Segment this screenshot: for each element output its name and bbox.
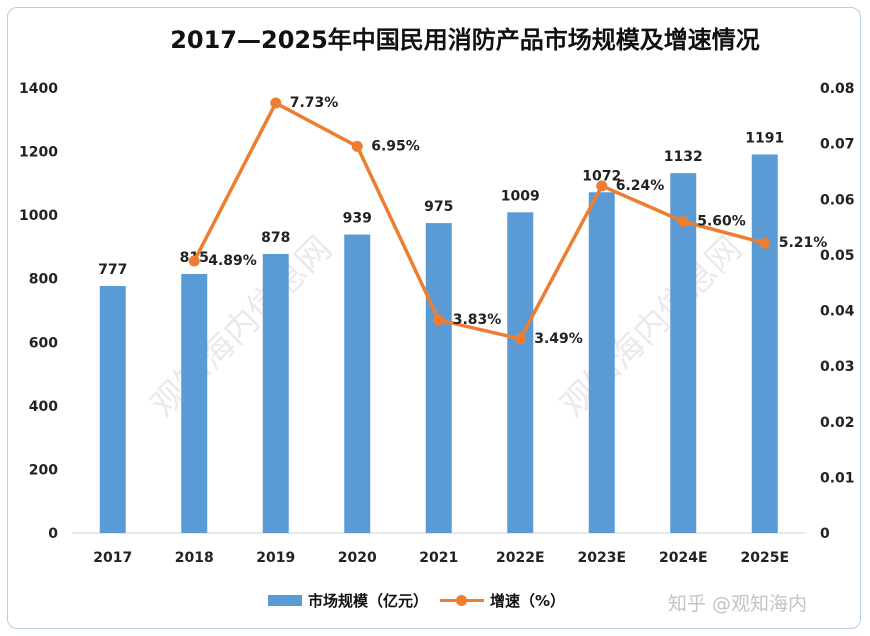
growth-line (192, 101, 766, 341)
line-data-label: 3.49% (534, 331, 583, 347)
bar (425, 223, 452, 533)
y-right-tick: 0.04 (820, 304, 855, 320)
legend: 市场规模（亿元） 增速（%） (268, 590, 565, 611)
line-data-label: 6.24% (616, 178, 665, 194)
bar (99, 286, 126, 533)
bar-data-label: 777 (98, 262, 127, 278)
y-left-tick: 600 (29, 335, 58, 351)
y-left-tick: 1400 (19, 81, 58, 97)
bar (751, 154, 778, 534)
bar-data-label: 1132 (664, 149, 703, 165)
line-data-label: 3.83% (453, 312, 502, 328)
growth-point (596, 180, 608, 192)
x-tick: 2023E (577, 550, 626, 566)
x-tick: 2025E (740, 550, 789, 566)
growth-point (759, 237, 771, 249)
bar-data-label: 939 (343, 211, 372, 227)
bar-data-label: 1191 (745, 130, 784, 146)
growth-point (433, 314, 445, 326)
growth-point (514, 333, 526, 345)
y-right-tick: 0.03 (820, 359, 855, 375)
y-right-tick: 0.05 (820, 248, 855, 264)
bar-data-label: 1009 (501, 188, 540, 204)
x-tick: 2019 (256, 550, 295, 566)
y-right-tick: 0.08 (820, 81, 855, 97)
y-left-tick: 800 (29, 272, 58, 288)
line-data-label: 4.89% (208, 253, 257, 269)
x-tick: 2017 (93, 550, 132, 566)
bar (670, 173, 697, 533)
x-tick: 2018 (175, 550, 214, 566)
bar (507, 212, 534, 533)
bar-data-label: 878 (261, 230, 290, 246)
y-left-tick: 0 (48, 526, 58, 542)
y-right-tick: 0.07 (820, 137, 855, 153)
growth-point (351, 140, 363, 152)
growth-point (677, 216, 689, 227)
chart-title: 2017—2025年中国民用消防产品市场规模及增速情况 (170, 26, 760, 54)
y-right-tick: 0 (820, 526, 830, 542)
chart-frame (7, 7, 861, 629)
bar-data-label: 1072 (582, 168, 621, 184)
bar (181, 273, 208, 533)
y-left-tick: 1200 (19, 145, 58, 161)
x-tick: 2020 (338, 550, 377, 566)
y-left-tick: 1000 (19, 208, 58, 224)
y-right-tick: 0.01 (820, 470, 855, 486)
bar (344, 234, 371, 533)
y-right-tick: 0.02 (820, 415, 855, 431)
growth-point (270, 97, 282, 109)
line-data-label: 6.95% (371, 138, 420, 154)
bar (588, 192, 615, 533)
bar (262, 253, 289, 533)
legend-bar-swatch (268, 595, 302, 606)
line-data-label: 7.73% (290, 95, 339, 111)
x-tick: 2022E (496, 550, 545, 566)
legend-line-swatch (440, 595, 485, 606)
y-left-tick: 400 (29, 399, 58, 415)
legend-bar-label: 市场规模（亿元） (308, 592, 429, 610)
line-data-label: 5.60% (697, 214, 746, 230)
x-tick: 2024E (659, 550, 708, 566)
credit-text: 知乎 @观知海内 (668, 593, 808, 615)
y-left-tick: 200 (29, 462, 58, 478)
growth-point (188, 255, 200, 267)
line-data-label: 5.21% (779, 235, 828, 251)
y-right-tick: 0.06 (820, 192, 855, 208)
bar-data-label: 975 (424, 199, 453, 215)
x-tick: 2021 (419, 550, 458, 566)
legend-line-label: 增速（%） (490, 592, 566, 610)
